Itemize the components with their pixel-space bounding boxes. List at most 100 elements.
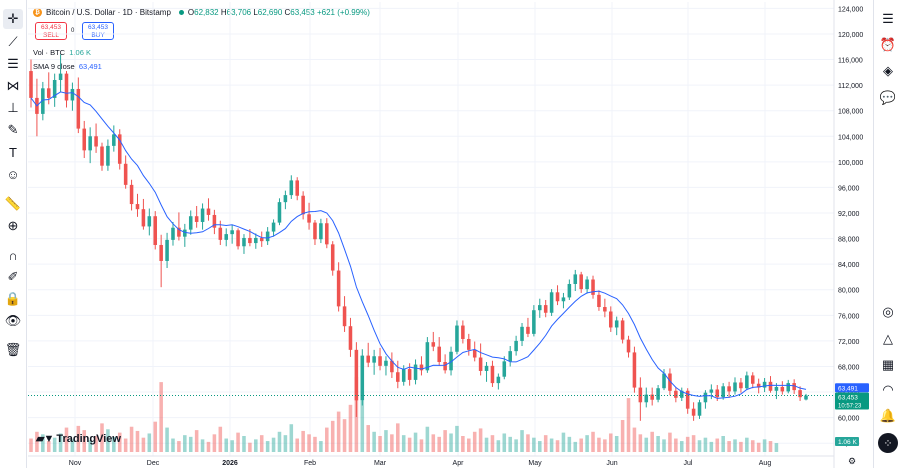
candle-body — [112, 134, 116, 146]
volume-badge-text: 1.06 K — [838, 439, 857, 446]
candle-body — [390, 360, 394, 373]
symbol-header: ₿ Bitcoin / U.S. Dollar · 1D · Bitstamp … — [33, 8, 370, 17]
volume-bar — [330, 420, 335, 452]
candle-body — [786, 383, 791, 392]
trash-icon[interactable]: 🗑 — [4, 342, 22, 357]
sma-legend[interactable]: SMA 9 close 63,491 — [33, 62, 102, 71]
candle-body — [194, 216, 199, 222]
candle-body — [313, 222, 317, 240]
prediction-icon[interactable]: ⊥ — [7, 100, 19, 115]
volume-bar — [472, 431, 477, 452]
target-icon[interactable]: ◎ — [882, 304, 894, 319]
volume-bar — [336, 411, 341, 452]
candle-body — [549, 292, 554, 313]
candle-body — [514, 340, 518, 352]
trend-line-icon[interactable]: ⟋ — [8, 34, 18, 49]
volume-bar — [608, 433, 613, 452]
bell-icon[interactable]: 🔔 — [879, 408, 897, 423]
volume-bar — [721, 436, 725, 452]
volume-bar — [366, 425, 370, 452]
volume-bar — [183, 435, 187, 452]
candle-body — [437, 346, 441, 363]
candle-body — [153, 216, 158, 245]
volume-bar — [319, 441, 323, 452]
eye-icon[interactable]: 👁 — [4, 313, 22, 328]
symbol-title[interactable]: Bitcoin / U.S. Dollar · 1D · Bitstamp — [46, 8, 171, 17]
settings-gear-icon[interactable]: ⚙ — [848, 456, 856, 466]
brush-icon[interactable]: ✎ — [7, 122, 19, 137]
watchlist-icon[interactable]: ☰ — [882, 11, 894, 26]
candle-body — [425, 342, 430, 371]
candle-body — [638, 387, 643, 403]
volume-bar — [603, 439, 607, 452]
volume-bar — [135, 430, 140, 452]
volume-bar — [449, 433, 453, 452]
candle-body — [265, 231, 270, 242]
candle-body — [248, 237, 252, 244]
candle-body — [526, 326, 530, 334]
volume-bar — [117, 432, 122, 452]
candle-body — [46, 88, 51, 98]
candle-body — [366, 355, 370, 363]
volume-bar — [614, 436, 619, 452]
candles — [28, 54, 834, 421]
candle-body — [597, 294, 601, 308]
volume-bar — [396, 423, 400, 452]
crosshair-icon[interactable]: ✛ — [3, 9, 23, 29]
apps-grid-icon[interactable]: ⁘ — [878, 433, 898, 453]
sma-line — [30, 91, 807, 399]
candle-body — [745, 375, 749, 389]
volume-bar — [295, 438, 299, 452]
volume-bar — [490, 435, 495, 452]
volume-bar — [159, 382, 163, 452]
alarm-clock-icon[interactable]: ⏰ — [879, 37, 897, 52]
candle-body — [798, 390, 802, 398]
sell-button[interactable]: 63,453 SELL — [35, 22, 67, 40]
broadcast-icon[interactable]: ◠ — [882, 382, 894, 397]
drawing-mode-icon[interactable]: ✐ — [7, 269, 19, 284]
volume-bar — [313, 436, 317, 452]
volume-bar — [561, 432, 566, 452]
calendar-icon[interactable]: ▦ — [881, 357, 895, 372]
volume-bar — [455, 425, 459, 452]
ruler-icon[interactable]: 📏 — [4, 196, 22, 211]
volume-bar — [378, 436, 382, 452]
candle-body — [443, 362, 447, 371]
candle-body — [165, 239, 169, 261]
volume-bar — [407, 437, 412, 452]
volume-bar — [88, 440, 92, 452]
text-icon[interactable]: T — [9, 144, 17, 160]
volume-bar — [543, 435, 548, 452]
price-tick-label: 68,000 — [838, 364, 860, 371]
candle-body — [614, 320, 619, 328]
fib-retracement-icon[interactable]: ☰ — [7, 56, 19, 71]
ideas-icon[interactable]: △ — [883, 331, 893, 346]
volume-bar — [46, 441, 51, 452]
chat-icon[interactable]: 💬 — [879, 90, 897, 105]
time-tick-label: Feb — [304, 460, 316, 467]
volume-bar — [679, 441, 684, 452]
pattern-icon[interactable]: ⋈ — [6, 78, 20, 93]
candle-body — [325, 223, 329, 245]
candle-body — [520, 326, 524, 341]
volume-bar — [419, 439, 424, 452]
volume-bar — [549, 438, 554, 452]
candle-body — [319, 223, 323, 240]
candle-body — [177, 227, 181, 237]
lock-icon[interactable]: 🔒 — [4, 291, 22, 306]
candle-body — [254, 237, 258, 244]
market-open-icon — [178, 10, 184, 15]
candle-body — [277, 202, 282, 223]
volume-bar — [265, 441, 270, 452]
emoji-icon[interactable]: ☺ — [6, 166, 20, 182]
candle-body — [242, 237, 246, 247]
zoom-in-icon[interactable]: ⊕ — [7, 218, 19, 233]
candle-body — [679, 390, 684, 398]
candle-body — [307, 214, 311, 223]
layers-icon[interactable]: ◈ — [883, 63, 893, 78]
buy-button[interactable]: 63,453 BUY — [82, 22, 114, 40]
volume-legend[interactable]: Vol · BTC 1.06 K — [33, 48, 91, 57]
magnet-icon[interactable]: ∩ — [8, 247, 18, 263]
candle-body — [490, 365, 495, 384]
